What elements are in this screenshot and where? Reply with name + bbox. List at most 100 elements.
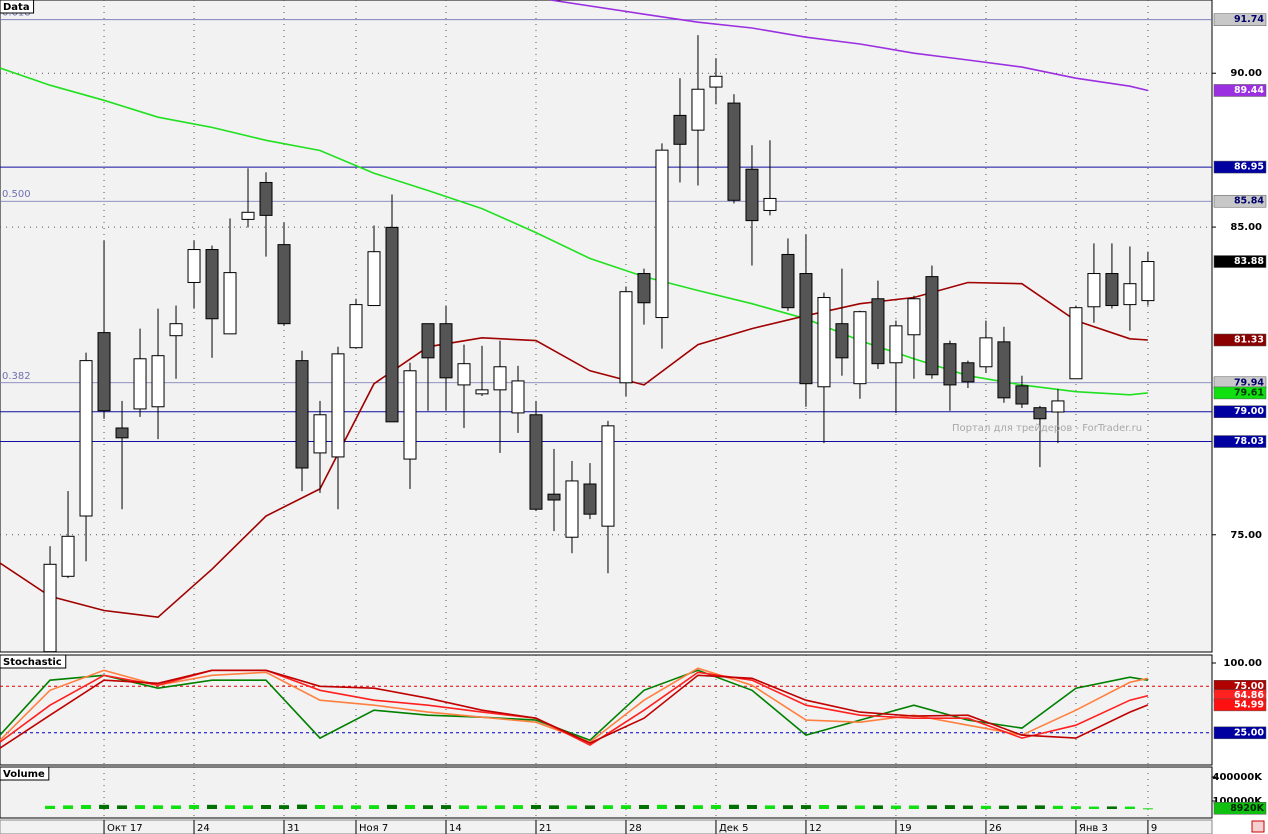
volume-bar [908, 805, 919, 809]
candle-body [169, 323, 183, 337]
price-tag-box [1213, 435, 1267, 448]
volume-bar [99, 804, 110, 809]
volume-bar [728, 804, 739, 809]
y-tick-label: 90.00 [1230, 68, 1262, 79]
candle-body [187, 249, 201, 283]
candle-body [115, 427, 129, 439]
volume-bar [351, 805, 362, 809]
candle-body [673, 114, 687, 145]
candle-body [97, 332, 111, 412]
fib-label: 0.382 [2, 371, 31, 382]
candle-body [691, 88, 705, 131]
volume-bar [333, 805, 344, 809]
volume-bar [135, 805, 146, 809]
candle-body [817, 297, 831, 388]
volume-bar [1070, 806, 1081, 809]
price-tag: 79.61 [1234, 387, 1264, 398]
volume-bar [746, 805, 757, 809]
candle-body [1069, 307, 1083, 380]
price-tag: 25.00 [1234, 727, 1264, 738]
price-tag-box [1213, 802, 1267, 815]
volume-bar [620, 805, 631, 809]
price-tag: 64.86 [1234, 690, 1264, 701]
volume-bar [315, 805, 326, 809]
candle-body [781, 253, 795, 309]
candle-body [961, 362, 975, 383]
x-tick-label: 19 [899, 823, 912, 834]
plot [0, 655, 1212, 765]
candle-body [655, 149, 669, 319]
volume-bar [476, 805, 487, 809]
candle-body [493, 366, 507, 391]
candle-body [457, 363, 471, 386]
indicator-line [0, 669, 1149, 749]
price-tag: 81.33 [1234, 335, 1264, 346]
price-tag: 85.84 [1234, 196, 1264, 207]
panel-title: Stochastic [3, 657, 62, 668]
candle-body [979, 337, 993, 368]
volume-bar [782, 805, 793, 809]
price-tag: 89.44 [1234, 85, 1264, 96]
volume-bar [584, 805, 595, 809]
volume-bar [45, 805, 56, 809]
scroll-button[interactable] [1251, 820, 1265, 833]
price-tag: 79.94 [1234, 377, 1264, 388]
y-tick-label: 400000K [1213, 772, 1264, 783]
candle-body [727, 102, 741, 201]
volume-bar [674, 805, 685, 809]
volume-bar [1016, 805, 1027, 809]
volume-bar [530, 805, 541, 809]
price-tag: 78.03 [1234, 436, 1264, 447]
volume-bar [836, 805, 847, 809]
y-tick-label: 85.00 [1230, 222, 1262, 233]
candle-body [1087, 273, 1101, 308]
x-tick-label: Окт 17 [107, 823, 143, 834]
volume-bar [692, 805, 703, 809]
price-tag-box [1213, 386, 1267, 400]
candle-body [799, 273, 813, 385]
volume-bar [387, 804, 398, 809]
volume-bar [225, 805, 236, 809]
volume-bar [1142, 808, 1153, 810]
volume-bar [962, 805, 973, 809]
y-tick-label: 100000K [1213, 796, 1264, 807]
x-tick-label: 12 [809, 823, 822, 834]
price-tag: 83.88 [1234, 256, 1264, 267]
volume-bar [422, 805, 433, 809]
candle-body [637, 273, 651, 304]
candle-body [907, 298, 921, 336]
candle-body [313, 414, 327, 454]
volume-bar [926, 805, 937, 809]
candle-body [619, 291, 633, 384]
panel-title: Data [3, 2, 30, 13]
volume-bar [404, 805, 415, 809]
candle-body [151, 355, 165, 408]
candle-body [709, 75, 723, 88]
volume-bar [566, 805, 577, 809]
volume-bar [890, 805, 901, 809]
panel-title: Volume [3, 769, 45, 780]
price-tag-box [1213, 160, 1267, 174]
fib-label: 0.500 [2, 189, 31, 200]
candle-body [1033, 407, 1047, 420]
candle-body [79, 360, 93, 517]
candle-body [763, 197, 777, 211]
volume-bar [800, 805, 811, 809]
volume-bar [81, 805, 92, 809]
x-tick-label: 28 [629, 823, 642, 834]
candle-body [1123, 283, 1137, 306]
time-axis [0, 819, 1213, 834]
volume-bar [440, 805, 451, 809]
price-tag-box [1213, 333, 1267, 347]
indicator-line [550, 0, 1149, 92]
price-tag: 79.00 [1234, 406, 1264, 417]
x-tick-label: 14 [449, 823, 462, 834]
volume-bar [998, 805, 1009, 809]
indicator-line [0, 669, 1149, 742]
price-tag-box [1213, 194, 1267, 208]
volume-bar [1034, 805, 1045, 809]
candle-body [133, 358, 147, 410]
volume-bar [818, 805, 829, 809]
candle-body [277, 244, 291, 325]
